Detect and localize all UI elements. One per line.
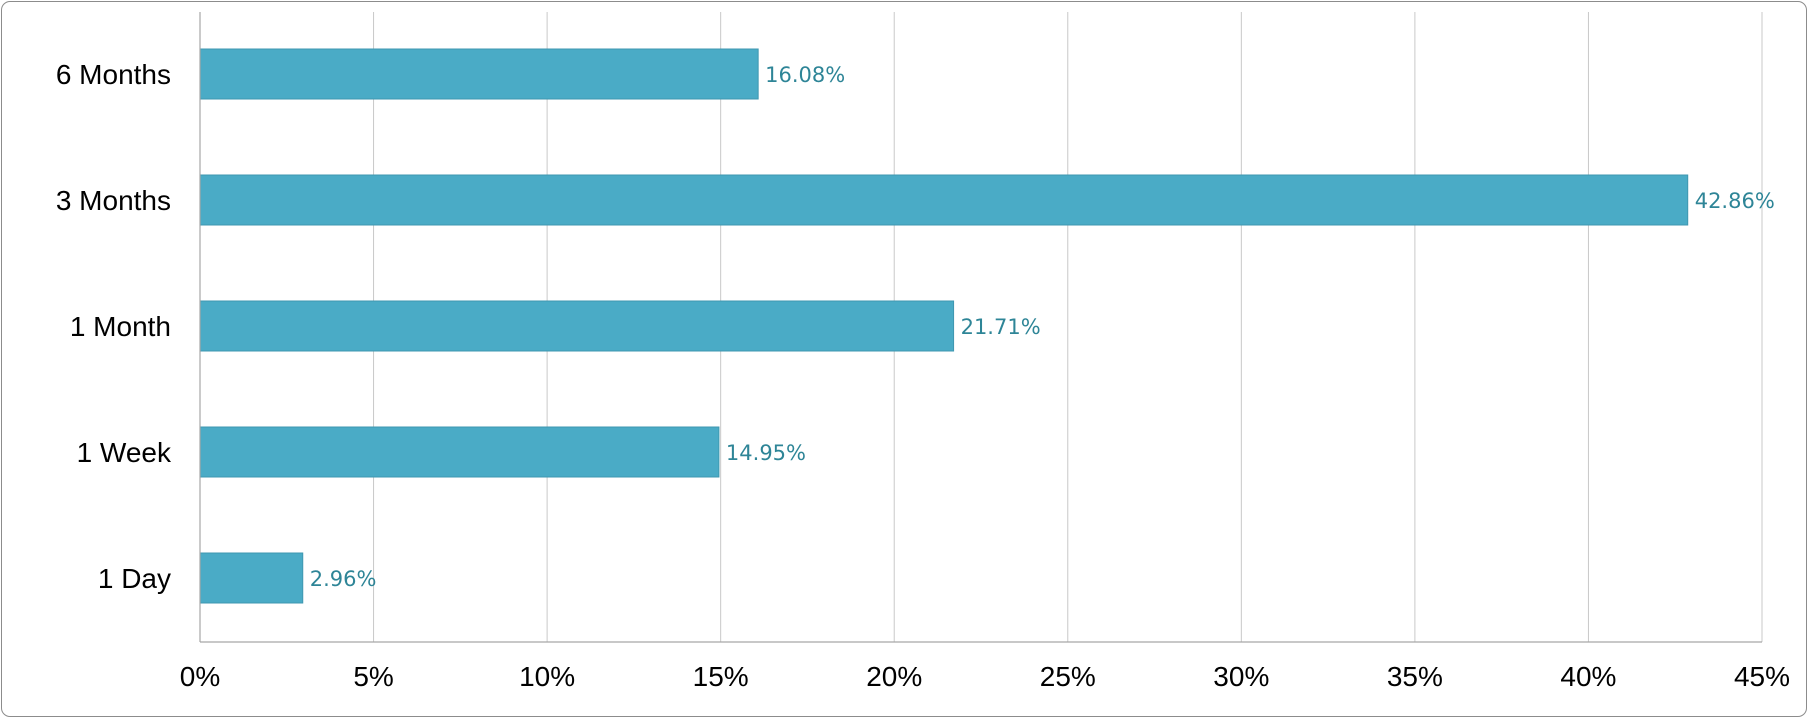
data-label: 42.86% (1695, 189, 1775, 213)
x-tick-label: 0% (180, 661, 220, 692)
category-label: 1 Month (70, 311, 171, 342)
data-label: 14.95% (726, 441, 806, 465)
category-label: 1 Day (98, 563, 171, 594)
x-tick-label: 5% (353, 661, 393, 692)
bar (199, 174, 1689, 226)
category-label: 1 Week (77, 437, 172, 468)
x-tick-label: 25% (1040, 661, 1096, 692)
tick-labels: 0% 5% 10% 15% 20% 25% 30% 35% 40% 45% (180, 661, 1790, 692)
gridlines (373, 12, 1763, 642)
data-label: 21.71% (961, 315, 1041, 339)
x-tick-label: 45% (1734, 661, 1790, 692)
category-label: 6 Months (56, 59, 171, 90)
bar (199, 300, 955, 352)
x-tick-label: 35% (1387, 661, 1443, 692)
axes (199, 12, 1762, 643)
x-tick-label: 30% (1213, 661, 1269, 692)
category-label: 3 Months (56, 185, 171, 216)
data-label: 16.08% (765, 63, 845, 87)
x-tick-label: 20% (866, 661, 922, 692)
bar (199, 48, 759, 100)
x-tick-label: 15% (693, 661, 749, 692)
bars (199, 48, 1689, 604)
bar (199, 426, 720, 478)
category-labels: 6 Months 3 Months 1 Month 1 Week 1 Day (56, 59, 172, 594)
data-label: 2.96% (310, 567, 377, 591)
data-labels: 16.08% 42.86% 21.71% 14.95% 2.96% (310, 63, 1775, 591)
bar (199, 552, 304, 604)
x-tick-label: 40% (1560, 661, 1616, 692)
x-tick-label: 10% (519, 661, 575, 692)
